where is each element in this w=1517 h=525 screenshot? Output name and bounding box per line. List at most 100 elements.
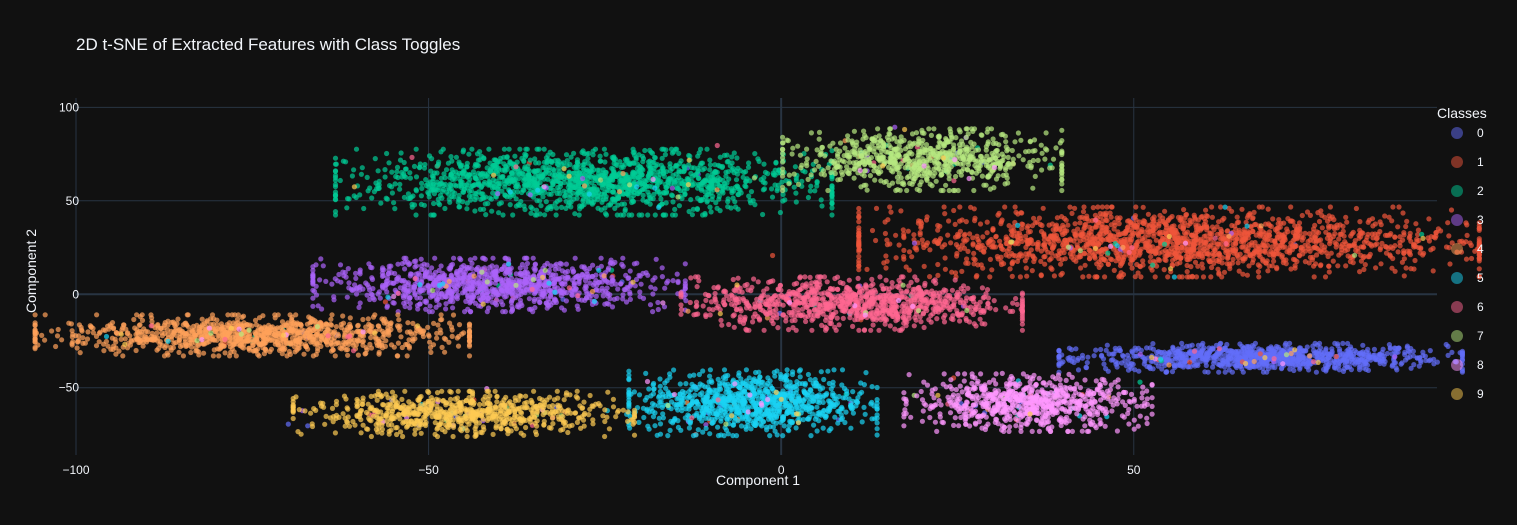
data-point [364,282,370,288]
data-point [532,212,538,218]
data-point [734,171,741,177]
data-point [1433,230,1439,236]
data-point [528,306,534,312]
data-point [1369,216,1376,222]
data-point [959,268,965,274]
data-point [1229,222,1235,229]
data-point [1009,232,1015,238]
data-point [1125,367,1132,373]
data-point [532,156,538,162]
data-point [474,151,481,157]
data-point [346,285,352,291]
data-point [714,178,721,184]
data-point [1041,231,1047,237]
data-point [1265,206,1271,212]
data-point [426,191,432,197]
data-point [1146,223,1153,229]
data-point [422,161,428,168]
data-point [968,204,974,210]
data-point [496,210,502,216]
data-point [676,167,682,174]
data-point [1220,360,1226,366]
data-point [689,212,696,218]
data-point [732,199,738,205]
data-point [413,212,419,218]
data-point [1093,224,1100,230]
data-point [607,202,614,208]
data-point [896,242,902,248]
data-point [1086,230,1092,236]
data-point [1091,353,1097,359]
data-point [725,199,731,205]
data-point [1326,269,1332,275]
data-point [627,268,633,274]
data-point [702,165,708,172]
data-point [1104,204,1110,210]
data-point [513,184,519,190]
data-point [917,232,923,238]
data-point [1310,343,1316,349]
data-point [953,242,960,248]
data-point [1198,349,1204,355]
data-point [719,163,726,170]
data-point [1189,273,1195,279]
data-point [829,192,835,198]
data-point [1288,266,1294,272]
data-point [1012,204,1018,210]
data-point [1153,249,1159,255]
data-point [1387,346,1393,352]
data-point [553,212,559,218]
data-point [313,292,320,298]
data-point [464,164,470,170]
data-point [1075,226,1081,232]
data-point [1054,215,1060,221]
data-point [963,219,969,225]
data-point [1476,274,1482,280]
data-point [1357,219,1363,225]
data-point [615,202,621,208]
data-point [1313,369,1319,375]
data-point [472,208,478,214]
data-point [935,222,941,229]
data-point [1056,348,1062,354]
data-point [1219,228,1225,234]
data-point [549,172,556,178]
data-point [1134,224,1140,230]
data-point [1040,205,1046,211]
data-point [364,174,370,180]
data-point [367,185,373,191]
data-point [430,212,436,218]
data-point [1209,214,1215,220]
data-point [1315,210,1321,216]
data-point [1221,215,1227,221]
data-point [491,183,497,190]
data-point [622,208,628,214]
data-point [793,199,799,205]
data-point [606,188,612,194]
data-point [942,242,948,248]
data-point [1341,233,1347,239]
data-point [1100,211,1106,217]
data-point [629,199,635,206]
data-point [1077,238,1083,244]
data-point [1262,249,1268,255]
data-point [856,210,862,216]
data-point [909,254,915,260]
data-point [713,200,719,206]
data-point [544,158,550,164]
data-point [1459,348,1465,354]
data-point [1015,241,1021,247]
data-point [674,271,680,277]
data-point [1324,235,1330,241]
data-point [441,171,447,177]
data-point [1137,264,1143,270]
data-point [1222,369,1228,375]
data-point [1400,237,1406,243]
data-point [726,176,732,182]
data-point [432,255,438,261]
data-point [1291,356,1297,362]
data-point [1326,213,1332,219]
data-point [1075,357,1081,363]
data-point [1071,238,1077,244]
data-point [431,200,437,207]
